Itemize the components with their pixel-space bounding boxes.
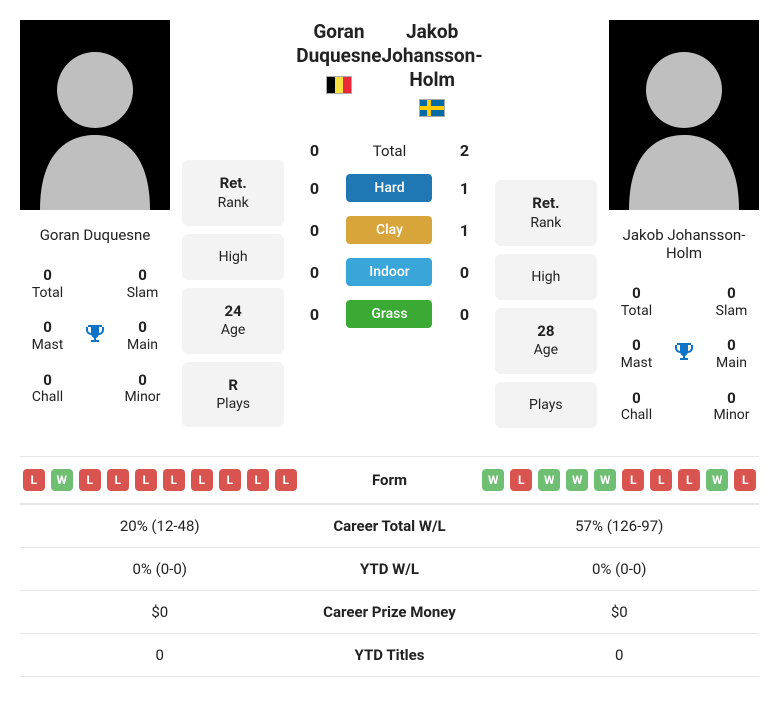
stat-row: $0Career Prize Money$0 bbox=[20, 591, 759, 634]
form-badge[interactable]: W bbox=[706, 469, 728, 491]
surface-row: 0Grass0 bbox=[296, 300, 482, 328]
surface-totals: 0 Total 2 0Hard10Clay10Indoor00Grass0 bbox=[296, 127, 482, 342]
trophy-icon bbox=[664, 340, 704, 368]
player1-flag bbox=[326, 76, 352, 98]
form-row: LWLLLLLLLL Form WLWWWLLLWL bbox=[20, 456, 759, 504]
form-badge[interactable]: L bbox=[135, 469, 157, 491]
surface-badge[interactable]: Indoor bbox=[346, 258, 432, 286]
stat-row: 20% (12-48)Career Total W/L57% (126-97) bbox=[20, 504, 759, 548]
player1-stats: 0Total 0Slam 0Mast 0Main 0Chall 0Minor bbox=[20, 266, 170, 407]
surface-badge[interactable]: Clay bbox=[346, 216, 432, 244]
avatar-icon bbox=[609, 20, 759, 210]
player2-rank-column: Ret.Rank High 28Age Plays bbox=[495, 180, 597, 428]
form-badge[interactable]: L bbox=[734, 469, 756, 491]
form-badge[interactable]: W bbox=[51, 469, 73, 491]
form-badge[interactable]: L bbox=[219, 469, 241, 491]
head-to-head: Goran Duquesne Jakob Johansson-Holm 0 To… bbox=[296, 20, 482, 342]
player2-flag bbox=[419, 99, 445, 121]
form-badge[interactable]: W bbox=[538, 469, 560, 491]
form-badge[interactable]: W bbox=[566, 469, 588, 491]
form-badge[interactable]: L bbox=[107, 469, 129, 491]
trophy-icon bbox=[75, 322, 115, 350]
form-badge[interactable]: L bbox=[622, 469, 644, 491]
top-section: Goran Duquesne 0Total 0Slam 0Mast 0Main … bbox=[20, 20, 759, 428]
form-badge[interactable]: L bbox=[275, 469, 297, 491]
player1-form: LWLLLLLLLL bbox=[20, 469, 300, 491]
stat-row: 0YTD Titles0 bbox=[20, 634, 759, 677]
player2-stats: 0Total 0Slam 0Mast 0Main 0Chall 0Minor bbox=[609, 284, 759, 425]
stat-row: 0% (0-0)YTD W/L0% (0-0) bbox=[20, 548, 759, 591]
comparison-table: LWLLLLLLLL Form WLWWWLLLWL 20% (12-48)Ca… bbox=[20, 456, 759, 677]
player1-rank-column: Ret.Rank High 24Age RPlays bbox=[182, 160, 284, 427]
surface-row: 0Indoor0 bbox=[296, 258, 482, 286]
players-header: Goran Duquesne Jakob Johansson-Holm bbox=[296, 20, 482, 121]
player2-form: WLWWWLLLWL bbox=[480, 469, 760, 491]
avatar-icon bbox=[20, 20, 170, 210]
form-badge[interactable]: W bbox=[482, 469, 504, 491]
surface-badge[interactable]: Grass bbox=[346, 300, 432, 328]
player1-title[interactable]: Goran Duquesne bbox=[296, 20, 381, 68]
form-badge[interactable]: L bbox=[678, 469, 700, 491]
form-badge[interactable]: L bbox=[23, 469, 45, 491]
form-badge[interactable]: W bbox=[594, 469, 616, 491]
form-label: Form bbox=[300, 471, 480, 489]
player1-column: Goran Duquesne 0Total 0Slam 0Mast 0Main … bbox=[20, 20, 170, 407]
player2-title[interactable]: Jakob Johansson-Holm bbox=[382, 20, 483, 91]
surface-row: 0Clay1 bbox=[296, 216, 482, 244]
form-badge[interactable]: L bbox=[79, 469, 101, 491]
form-badge[interactable]: L bbox=[510, 469, 532, 491]
form-badge[interactable]: L bbox=[191, 469, 213, 491]
form-badge[interactable]: L bbox=[247, 469, 269, 491]
surface-row: 0Hard1 bbox=[296, 174, 482, 202]
player1-name: Goran Duquesne bbox=[20, 222, 170, 254]
player2-portrait bbox=[609, 20, 759, 210]
player2-name: Jakob Johansson-Holm bbox=[609, 222, 759, 272]
player2-column: Jakob Johansson-Holm 0Total 0Slam 0Mast … bbox=[609, 20, 759, 425]
form-badge[interactable]: L bbox=[163, 469, 185, 491]
surface-badge[interactable]: Hard bbox=[346, 174, 432, 202]
form-badge[interactable]: L bbox=[650, 469, 672, 491]
player1-portrait bbox=[20, 20, 170, 210]
